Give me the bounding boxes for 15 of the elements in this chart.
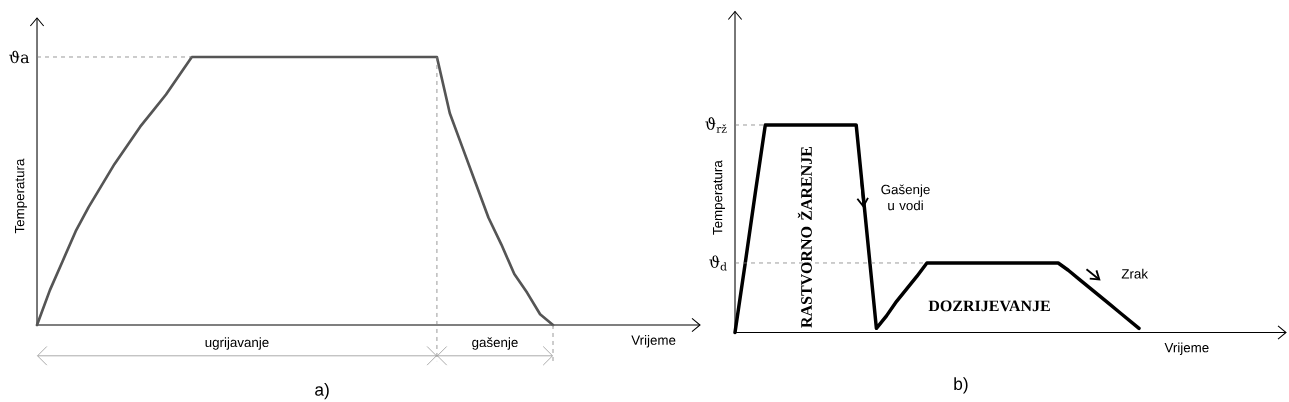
- ref-line-label: ϑ$_{d}$: [709, 255, 727, 271]
- ref-line-label: ϑa: [9, 50, 30, 64]
- y-axis-title: Temperatura: [713, 160, 725, 235]
- annotation: DOZRIJEVANJE: [928, 300, 1050, 312]
- annotation: RASTVORNO ŽARENJE: [797, 146, 812, 328]
- annotation: Gašenje u vodi: [881, 184, 930, 211]
- text: b): [954, 377, 968, 394]
- text: a): [315, 383, 329, 400]
- x-axis-title: Vrijeme: [1164, 342, 1209, 355]
- text: gašenje: [472, 337, 518, 350]
- text: ugrijavanje: [205, 337, 269, 350]
- annotation: Zrak: [1121, 268, 1149, 279]
- ref-line-label: ϑ$_{rž}$: [705, 117, 727, 133]
- y-axis-title: Temperatura: [15, 158, 27, 234]
- x-axis-title: Vrijeme: [631, 335, 676, 348]
